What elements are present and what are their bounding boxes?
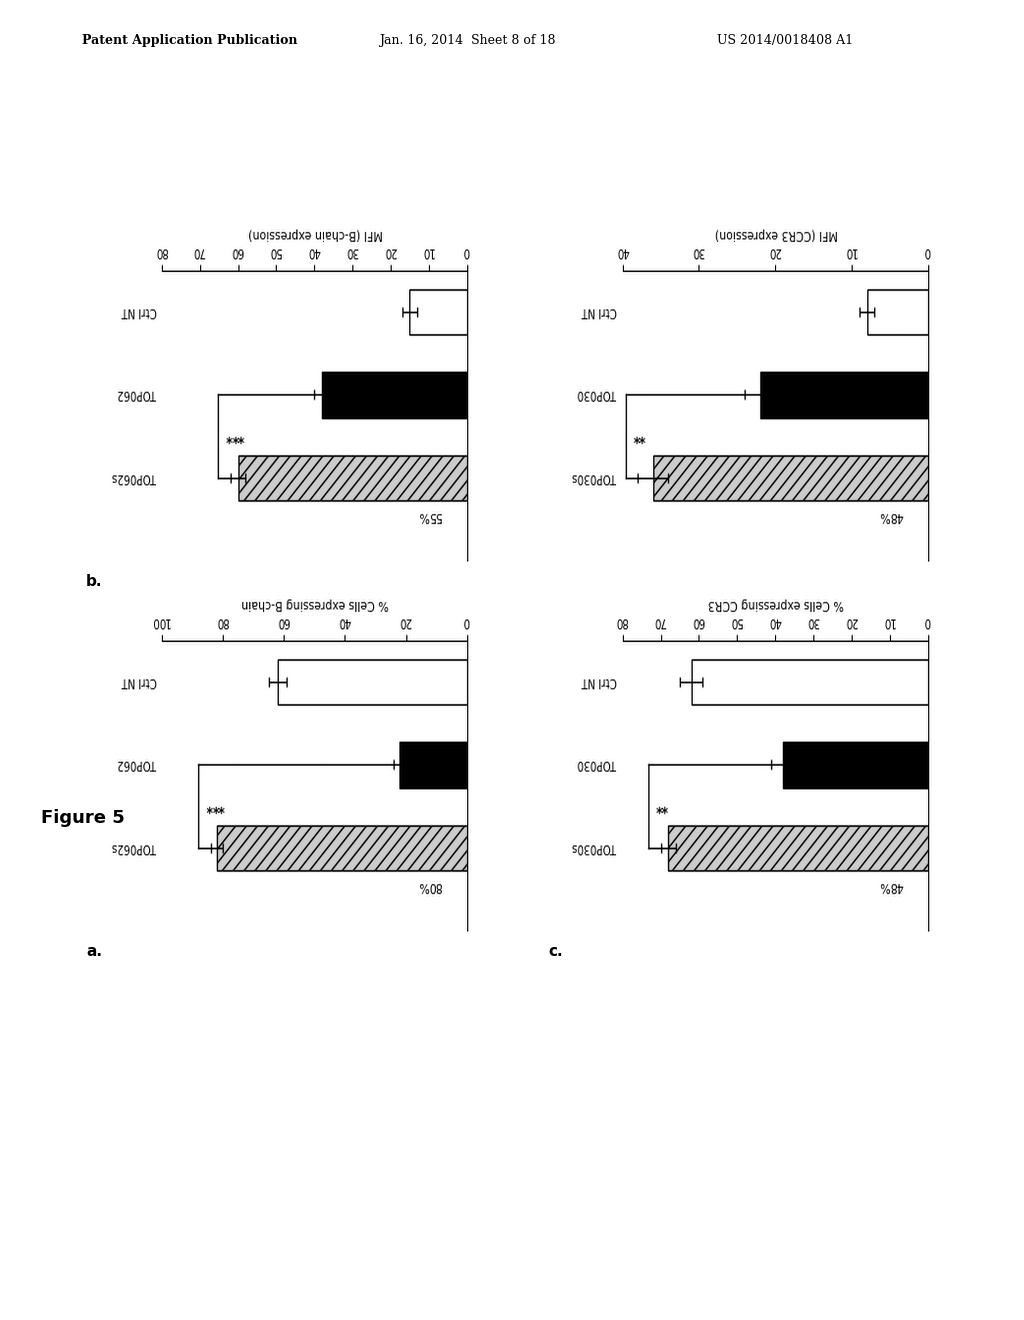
Text: Patent Application Publication: Patent Application Publication: [82, 34, 297, 48]
Text: b.: b.: [86, 574, 102, 589]
Text: c.: c.: [549, 944, 563, 958]
Text: Jan. 16, 2014  Sheet 8 of 18: Jan. 16, 2014 Sheet 8 of 18: [379, 34, 555, 48]
Text: a.: a.: [86, 944, 102, 958]
Text: US 2014/0018408 A1: US 2014/0018408 A1: [717, 34, 853, 48]
Text: Figure 5: Figure 5: [41, 809, 125, 828]
